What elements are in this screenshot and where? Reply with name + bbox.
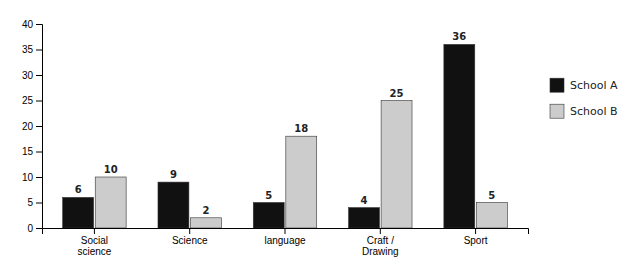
x-tick: Science xyxy=(172,228,208,246)
x-tick-label-line: Science xyxy=(172,235,208,246)
x-axis: Socialscience Science language Craft /Drawi… xyxy=(43,228,529,257)
y-tick: 25 xyxy=(22,95,42,106)
bar-series xyxy=(95,101,507,229)
x-tick: language xyxy=(264,228,306,246)
data-labels: 6 9 5 4 36 10 2 18 25 5 xyxy=(75,31,496,215)
legend-label: School A xyxy=(570,79,618,92)
bar xyxy=(191,218,222,228)
y-tick: 10 xyxy=(22,172,42,183)
bar xyxy=(476,203,507,229)
bar xyxy=(286,136,317,228)
bars xyxy=(63,44,508,228)
data-label: 36 xyxy=(452,31,466,42)
x-tick: Sport xyxy=(464,228,488,246)
x-tick-label-line: Drawing xyxy=(362,246,399,257)
y-tick: 35 xyxy=(22,44,42,55)
y-axis-line xyxy=(36,25,43,229)
y-tick: 20 xyxy=(22,121,42,132)
x-tick: Craft /Drawing xyxy=(362,228,399,257)
x-tick-mark xyxy=(94,228,95,234)
y-tick-mark xyxy=(36,24,42,25)
bar xyxy=(253,203,284,229)
y-tick-mark xyxy=(36,177,42,178)
bar xyxy=(381,101,412,229)
y-tick-label: 10 xyxy=(22,172,34,183)
data-label: 25 xyxy=(390,88,404,99)
legend: School A School B xyxy=(550,78,618,118)
y-axis: 0 5 10 15 20 25 30 35 40 xyxy=(22,19,43,234)
y-tick: 40 xyxy=(22,19,42,30)
legend-item: School B xyxy=(550,104,618,118)
x-tick-label: Sport xyxy=(464,235,488,246)
x-tick-mark xyxy=(475,228,476,234)
data-label: 5 xyxy=(488,190,495,201)
data-label: 9 xyxy=(170,169,177,180)
data-label: 4 xyxy=(361,195,368,206)
x-tick-label: Socialscience xyxy=(77,235,111,257)
y-tick: 0 xyxy=(27,223,42,234)
y-tick-label: 35 xyxy=(22,44,34,55)
x-tick-label-line: Craft / xyxy=(367,235,394,246)
x-axis-line xyxy=(43,229,529,235)
y-tick-label: 0 xyxy=(27,223,33,234)
y-tick-mark xyxy=(36,126,42,127)
y-tick: 15 xyxy=(22,146,42,157)
legend-label: School B xyxy=(570,105,618,118)
bar xyxy=(349,208,380,228)
x-tick-label: Craft /Drawing xyxy=(362,235,399,257)
x-tick-label-line: science xyxy=(77,246,111,257)
y-tick-mark xyxy=(36,152,42,153)
y-tick-label: 5 xyxy=(27,197,33,208)
x-tick-mark xyxy=(285,228,286,234)
x-tick-label-line: Social xyxy=(81,235,108,246)
y-tick-mark xyxy=(36,101,42,102)
y-tick-label: 40 xyxy=(22,19,34,30)
x-tick-label-line: Sport xyxy=(464,235,488,246)
bar xyxy=(158,182,189,228)
data-label: 10 xyxy=(104,164,118,175)
chart-container: 0510152025303540SocialscienceSciencelang… xyxy=(0,0,640,272)
data-label: 2 xyxy=(202,205,209,216)
x-tick-label: language xyxy=(264,235,306,246)
y-tick-mark xyxy=(36,75,42,76)
y-tick-mark xyxy=(36,203,42,204)
x-tick-mark xyxy=(380,228,381,234)
y-tick-label: 15 xyxy=(22,146,34,157)
data-label: 5 xyxy=(265,190,272,201)
y-tick: 5 xyxy=(27,197,42,208)
data-label: 18 xyxy=(294,123,308,134)
bar-series xyxy=(63,44,475,228)
legend-swatch xyxy=(550,104,564,118)
x-tick-label-line: language xyxy=(264,235,306,246)
x-tick-mark xyxy=(189,228,190,234)
bar xyxy=(444,44,475,228)
y-tick-label: 30 xyxy=(22,70,34,81)
x-tick-label: Science xyxy=(172,235,208,246)
legend-item: School A xyxy=(550,78,618,92)
data-label: 6 xyxy=(75,184,82,195)
bar xyxy=(63,197,94,228)
chart-svg: 0510152025303540SocialscienceSciencelang… xyxy=(0,0,640,272)
y-tick-mark xyxy=(36,50,42,51)
y-tick-label: 25 xyxy=(22,95,34,106)
y-tick-mark xyxy=(36,228,42,229)
y-tick: 30 xyxy=(22,70,42,81)
bar xyxy=(95,177,126,228)
x-tick: Socialscience xyxy=(77,228,111,257)
y-tick-label: 20 xyxy=(22,121,34,132)
legend-swatch xyxy=(550,78,564,92)
plot-area: 0510152025303540SocialscienceSciencelang… xyxy=(22,19,529,257)
